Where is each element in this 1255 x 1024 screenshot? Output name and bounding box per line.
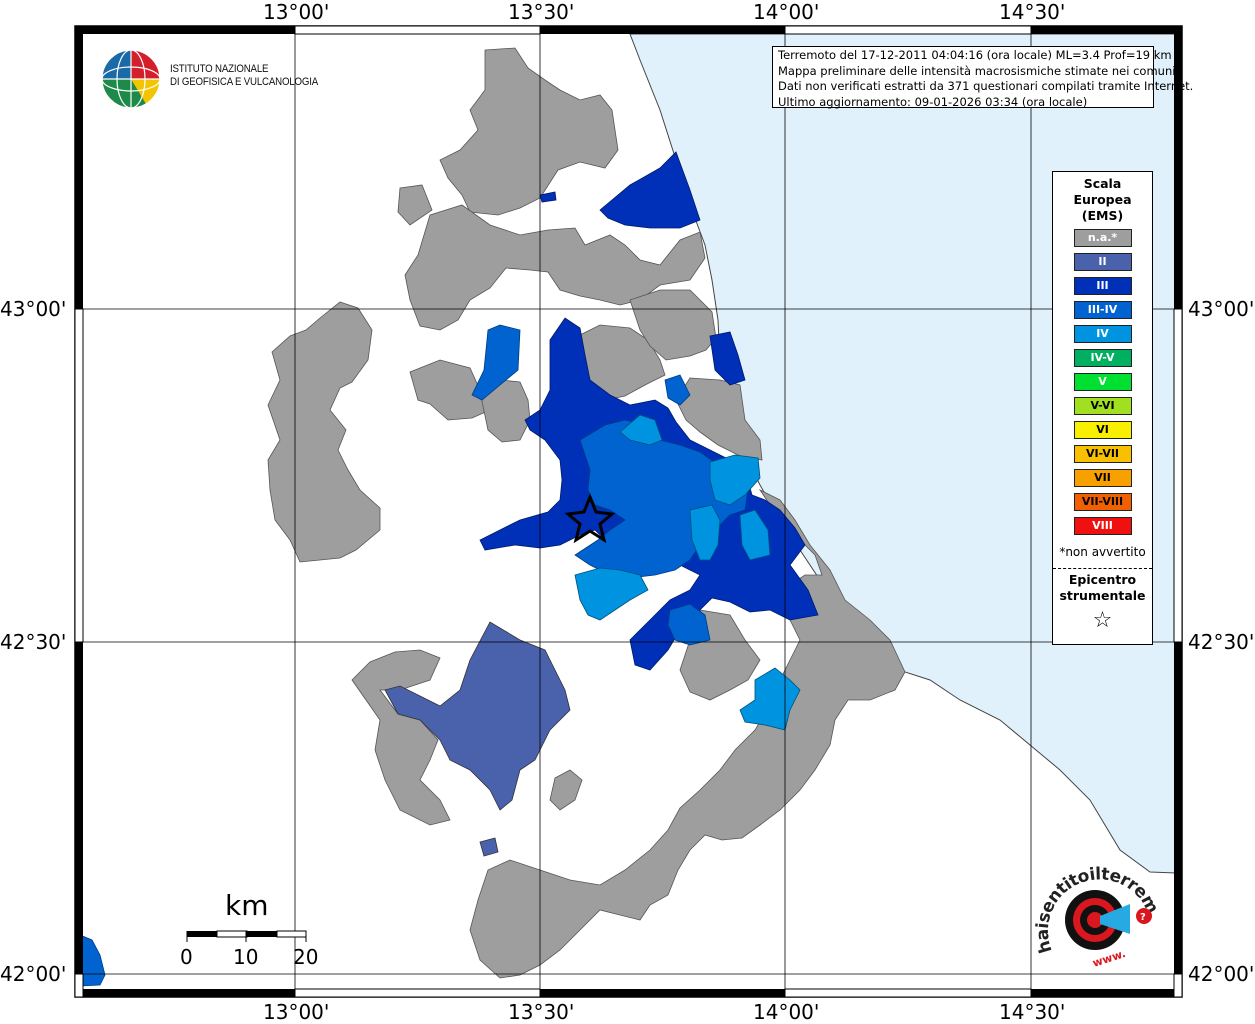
ingv-name-line1: ISTITUTO NAZIONALE	[170, 63, 269, 75]
region-na-center-west2	[409, 359, 491, 421]
haisentito-logo-graphic: haisentitoilterremoto.it ? www.	[1026, 841, 1162, 970]
ingv-name-line2: DI GEOFISICA E VULCANOLOGIA	[170, 76, 319, 88]
region-ii-small	[479, 837, 499, 857]
legend-item: VII	[1073, 469, 1132, 487]
haisentito-logo: haisentitoilterremoto.it ? www.	[1026, 841, 1162, 976]
event-info-line4: Ultimo aggiornamento: 09-01-2026 03:34 (…	[778, 94, 1088, 109]
lat-label-right-4200: 42°00'	[1188, 962, 1255, 986]
epicenter-star	[564, 492, 616, 544]
region-iv-east2	[689, 504, 721, 561]
lon-label-top-1430: 14°30'	[999, 0, 1066, 24]
map-frame	[74, 25, 1183, 998]
scale-bar-tick-10: 10	[233, 945, 259, 969]
lon-label-top-1330: 13°30'	[508, 0, 575, 24]
legend-epicenter-line2: strumentale	[1059, 588, 1146, 603]
region-na-center-west	[267, 301, 381, 563]
municipalities-intensity-ii	[384, 621, 571, 857]
scale-bar-unit: km	[225, 889, 269, 922]
ingv-logo	[100, 46, 320, 110]
haisentito-logo-url: www.	[1091, 947, 1127, 970]
legend-list: n.a.* II III III-IV IV IV-V V V-VI VI VI-VII VII VI…	[1053, 229, 1152, 541]
lon-label-bottom-1430: 14°30'	[999, 1000, 1066, 1024]
legend-item: V-VI	[1073, 397, 1132, 415]
region-iii-iv-coast	[664, 374, 691, 406]
legend-epicenter-line1: Epicentro	[1068, 572, 1137, 587]
lat-label-right-4300: 43°00'	[1188, 297, 1255, 321]
region-ii-west	[384, 621, 571, 811]
legend-item: VI-VII	[1073, 445, 1132, 463]
legend-item: III-IV	[1073, 301, 1132, 319]
lon-label-bottom-1330: 13°30'	[508, 1000, 575, 1024]
legend-item: IV-V	[1073, 349, 1132, 367]
lat-label-right-4230: 42°30'	[1188, 630, 1255, 654]
region-iii-north	[599, 151, 701, 229]
legend-item: VI	[1073, 421, 1132, 439]
region-iv-east	[709, 454, 761, 506]
region-na-south	[549, 769, 583, 811]
legend-item: VII-VIII	[1073, 493, 1132, 511]
region-iii-north-small	[539, 191, 557, 203]
ems-legend: Scala Europea (EMS) n.a.* II III III-IV IV IV…	[1052, 171, 1153, 645]
legend-item: II	[1073, 253, 1132, 271]
legend-title-line1: Scala	[1083, 176, 1122, 191]
globe-icon	[101, 49, 161, 109]
lat-label-left-4200: 42°00'	[0, 962, 67, 986]
lat-label-left-4230: 42°30'	[0, 630, 67, 654]
legend-item: VIII	[1073, 517, 1132, 535]
epicenter-star-icon: ☆	[1092, 608, 1113, 633]
region-na-north	[439, 47, 619, 216]
region-iv-south	[574, 567, 649, 621]
legend-epicenter-title: Epicentro strumentale	[1053, 572, 1152, 604]
lat-label-left-4300: 43°00'	[0, 297, 67, 321]
region-na-inner2	[629, 289, 717, 361]
legend-divider	[1053, 568, 1152, 569]
legend-item: IV	[1073, 325, 1132, 343]
lon-label-bottom-1300: 13°00'	[263, 1000, 330, 1024]
region-na-north2	[397, 184, 433, 226]
event-info-line1: Terremoto del 17-12-2011 04:04:16 (ora l…	[778, 48, 1172, 62]
scale-bar-tick-20: 20	[293, 945, 319, 969]
region-iv-north	[619, 414, 663, 446]
scale-bar-tick-0: 0	[180, 945, 193, 969]
event-info-line2: Mappa preliminare delle intensità macros…	[778, 63, 1176, 78]
event-info-line3: Dati non verificati estratti da 371 ques…	[778, 79, 1194, 93]
event-info-box: Terremoto del 17-12-2011 04:04:16 (ora l…	[772, 46, 1194, 109]
region-iii-iv-south	[667, 603, 711, 646]
region-iii-east-coast	[709, 331, 746, 386]
lon-label-bottom-1400: 14°00'	[753, 1000, 820, 1024]
legend-item: III	[1073, 277, 1132, 295]
legend-title-line2: Europea	[1073, 192, 1132, 207]
scale-bar	[186, 930, 307, 942]
legend-item: V	[1073, 373, 1132, 391]
region-iv-east3	[739, 509, 771, 561]
ingv-name: ISTITUTO NAZIONALE DI GEOFISICA E VULCAN…	[170, 63, 318, 89]
graticule	[75, 26, 1182, 997]
legend-title: Scala Europea (EMS)	[1053, 176, 1152, 224]
region-iii-iv-north	[471, 324, 521, 401]
region-na-south-west	[351, 649, 451, 826]
lon-label-top-1400: 14°00'	[753, 0, 820, 24]
legend-item: n.a.*	[1073, 229, 1132, 247]
lon-label-top-1300: 13°00'	[263, 0, 330, 24]
legend-title-line3: (EMS)	[1081, 208, 1124, 223]
legend-note: *non avvertito	[1059, 545, 1146, 559]
svg-text:?: ?	[1140, 912, 1146, 923]
